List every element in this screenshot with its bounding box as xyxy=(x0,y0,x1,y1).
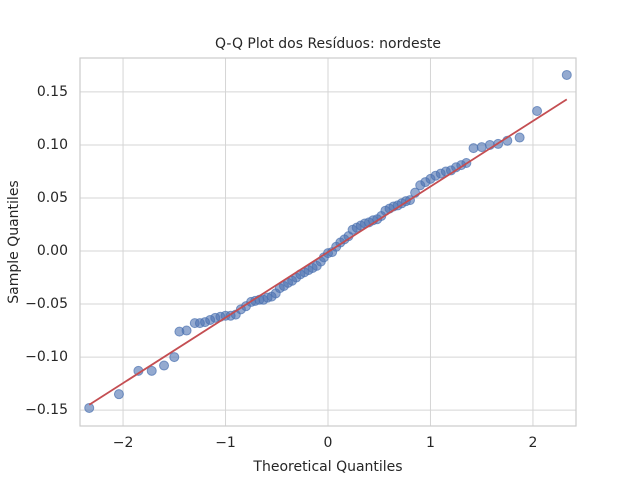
x-tick-label: −2 xyxy=(113,435,134,451)
x-tick-label: 2 xyxy=(528,435,537,451)
point xyxy=(181,325,192,336)
point xyxy=(532,106,543,117)
y-tick-label: 0.05 xyxy=(37,190,68,206)
point xyxy=(146,365,157,376)
plot-frame xyxy=(79,57,577,427)
y-tick-label: −0.10 xyxy=(25,349,68,365)
point xyxy=(561,69,572,80)
y-tick-label: 0.10 xyxy=(37,137,68,153)
y-tick-label: −0.15 xyxy=(25,402,68,418)
point xyxy=(468,143,479,154)
x-tick-label: 1 xyxy=(426,435,435,451)
x-tick-label: −1 xyxy=(215,435,236,451)
y-axis-label: Sample Quantiles xyxy=(6,180,22,303)
point xyxy=(159,360,170,371)
chart-title: Q-Q Plot dos Resíduos: nordeste xyxy=(215,36,441,52)
y-tick-label: −0.05 xyxy=(25,296,68,312)
y-tick-label: 0.15 xyxy=(37,84,68,100)
y-tick-label: 0.00 xyxy=(37,243,68,259)
point xyxy=(476,142,487,153)
point xyxy=(169,352,180,363)
point xyxy=(84,402,95,413)
point xyxy=(514,132,525,143)
fit-line xyxy=(88,98,568,406)
x-axis-label: Theoretical Quantiles xyxy=(252,459,402,475)
x-tick-label: 0 xyxy=(324,435,333,451)
point xyxy=(113,389,124,400)
